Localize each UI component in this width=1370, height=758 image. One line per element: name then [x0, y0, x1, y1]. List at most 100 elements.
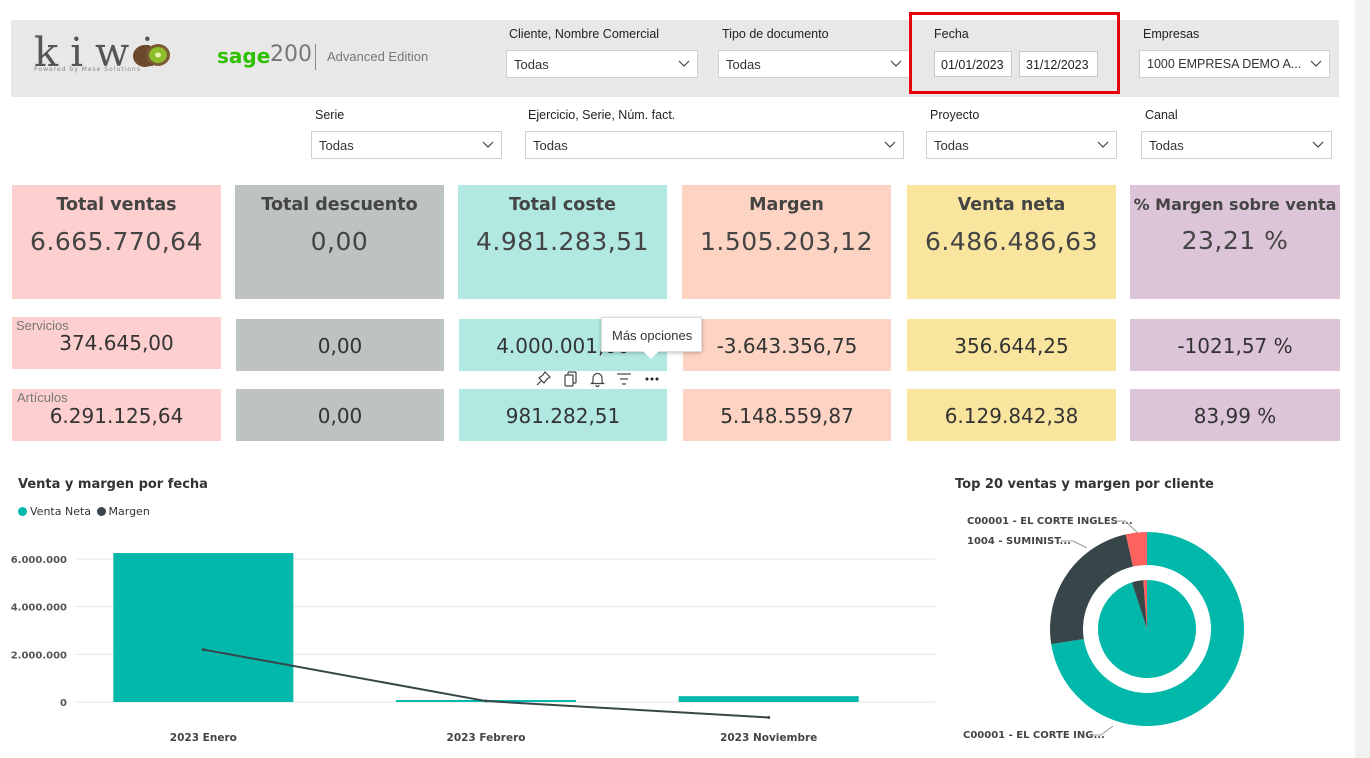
donut-outer-slice[interactable] [1051, 532, 1244, 726]
kpi-value: 4.981.283,51 [476, 227, 649, 256]
kpi-title: Margen [749, 195, 824, 215]
kpi-total-ventas[interactable]: Total ventas 6.665.770,64 [12, 185, 221, 299]
filter-fecha-label: Fecha [934, 27, 969, 41]
filter-cliente-label: Cliente, Nombre Comercial [509, 27, 660, 41]
filter-serie-label: Serie [315, 108, 345, 122]
sage-edition: Advanced Edition [327, 49, 429, 64]
copy-icon[interactable] [564, 371, 577, 387]
kpi-value: 1.505.203,12 [700, 227, 873, 256]
legend-label: Venta Neta [30, 505, 92, 518]
articulos-value: 981.282,51 [505, 404, 621, 428]
servicios-ventas-card[interactable]: 374.645,00 [12, 317, 221, 369]
donut-label: C00001 - EL CORTE ING... [963, 730, 1105, 741]
donut-inner-slice[interactable] [1143, 580, 1147, 629]
chevron-down-icon [884, 141, 896, 148]
kpi-total-descuento[interactable]: Total descuento 0,00 [235, 185, 444, 299]
articulos-coste-card[interactable]: 981.282,51 [459, 389, 667, 441]
servicios-value: 356.644,25 [954, 334, 1069, 358]
servicios-value: 374.645,00 [59, 331, 174, 355]
venta-margen-chart[interactable]: 6.000.000 4.000.000 2.000.000 0 2023 Enero 20… [0, 530, 945, 755]
filter-canal-dropdown[interactable]: Todas [1141, 131, 1332, 159]
donut-outer-slice[interactable] [1050, 534, 1134, 645]
filter-proyecto-value: Todas [934, 138, 969, 153]
kpi-value: 0,00 [310, 227, 369, 256]
kpi-value: 23,21 % [1181, 226, 1289, 255]
legend-item-venta-neta[interactable]: Venta Neta [18, 505, 91, 518]
servicios-margen-pct-card[interactable]: -1021,57 % [1130, 319, 1340, 371]
pin-icon[interactable] [536, 371, 551, 386]
articulos-margen-pct-card[interactable]: 83,99 % [1130, 389, 1340, 441]
y-tick-label: 2.000.000 [11, 650, 67, 661]
kiwi-fruit-icon [133, 44, 170, 67]
filter-proyecto-dropdown[interactable]: Todas [926, 131, 1117, 159]
legend-dot [96, 507, 106, 516]
kpi-total-coste[interactable]: Total coste 4.981.283,51 [458, 185, 667, 299]
filter-empresas-value: 1000 EMPRESA DEMO A... [1147, 57, 1302, 71]
legend-item-margen[interactable]: Margen [96, 505, 150, 518]
chevron-down-icon [890, 60, 902, 67]
vertical-scrollbar[interactable] [1355, 0, 1370, 758]
legend-dot [18, 507, 27, 516]
kpi-venta-neta[interactable]: Venta neta 6.486.486,63 [907, 185, 1116, 299]
filter-proyecto-label: Proyecto [930, 108, 980, 122]
more-icon[interactable] [645, 377, 659, 381]
filter-cliente-dropdown[interactable]: Todas [506, 50, 698, 78]
point-margen[interactable] [484, 699, 488, 703]
bar-venta-neta[interactable] [113, 553, 294, 702]
sage-logo: sage [217, 44, 271, 68]
fecha-from-input[interactable]: 01/01/2023 [934, 51, 1012, 77]
mas-opciones-tooltip: Más opciones [601, 317, 702, 352]
filter-tipo-dropdown[interactable]: Todas [718, 50, 910, 78]
kpi-margen-sobre-venta[interactable]: % Margen sobre venta 23,21 % [1130, 185, 1340, 299]
chart-legend: Venta Neta Margen [18, 505, 150, 518]
legend-label: Margen [108, 505, 150, 518]
filter-serie-value: Todas [319, 138, 354, 153]
kpi-margen[interactable]: Margen 1.505.203,12 [682, 185, 891, 299]
articulos-ventas-card[interactable]: 6.291.125,64 [12, 389, 221, 441]
donut-leader-line [1061, 540, 1088, 549]
articulos-value: 6.129.842,38 [944, 404, 1079, 428]
filter-tipo-label: Tipo de documento [722, 27, 829, 41]
point-margen[interactable] [767, 715, 771, 719]
articulos-value: 5.148.559,87 [720, 404, 854, 428]
top20-donut-chart[interactable]: C00001 - EL CORTE INGLES ... 1004 - SUMIN… [945, 500, 1355, 755]
kpi-title: Total descuento [261, 195, 418, 215]
fecha-to-input[interactable]: 31/12/2023 [1019, 51, 1098, 77]
articulos-label: Artículos [17, 390, 68, 405]
chevron-down-icon [1312, 141, 1324, 148]
kpi-value: 6.665.770,64 [30, 227, 203, 256]
donut-leader-line [1089, 725, 1114, 736]
articulos-value: 83,99 % [1193, 404, 1277, 428]
articulos-margen-card[interactable]: 5.148.559,87 [683, 389, 891, 441]
filter-empresas-dropdown[interactable]: 1000 EMPRESA DEMO A... [1139, 50, 1330, 78]
donut-outer-slice[interactable] [1125, 532, 1147, 567]
filter-ejercicio-value: Todas [533, 138, 568, 153]
donut-inner-slice[interactable] [1131, 580, 1147, 629]
filter-ejercicio-dropdown[interactable]: Todas [525, 131, 904, 159]
bell-icon[interactable] [590, 372, 605, 388]
brand-divider [315, 44, 316, 70]
chart-top20-title: Top 20 ventas y margen por cliente [955, 477, 1214, 492]
servicios-descuento-card[interactable]: 0,00 [236, 319, 444, 371]
point-margen[interactable] [201, 648, 205, 652]
bar-venta-neta[interactable] [678, 696, 859, 702]
servicios-value: 0,00 [317, 334, 363, 358]
y-tick-label: 0 [60, 698, 67, 709]
kpi-title: Total ventas [56, 195, 177, 215]
fecha-highlight-box [909, 12, 1120, 94]
filter-serie-dropdown[interactable]: Todas [311, 131, 502, 159]
visual-toolbar [536, 371, 659, 388]
x-tick-label: 2023 Enero [170, 732, 237, 744]
kpi-title: Total coste [509, 195, 616, 215]
chevron-down-icon [678, 60, 690, 67]
servicios-margen-card[interactable]: -3.643.356,75 [683, 319, 891, 371]
servicios-label: Servicios [16, 318, 69, 333]
articulos-venta-neta-card[interactable]: 6.129.842,38 [907, 389, 1116, 441]
articulos-descuento-card[interactable]: 0,00 [236, 389, 444, 441]
sage-version: 200 [270, 42, 312, 67]
kpi-value: 6.486.486,63 [925, 227, 1098, 256]
filter-icon[interactable] [617, 373, 631, 385]
donut-leader-line [1113, 520, 1139, 534]
servicios-venta-neta-card[interactable]: 356.644,25 [907, 319, 1116, 371]
kiwi-logo-subtitle: Powered by Mese Solutions [34, 66, 141, 73]
